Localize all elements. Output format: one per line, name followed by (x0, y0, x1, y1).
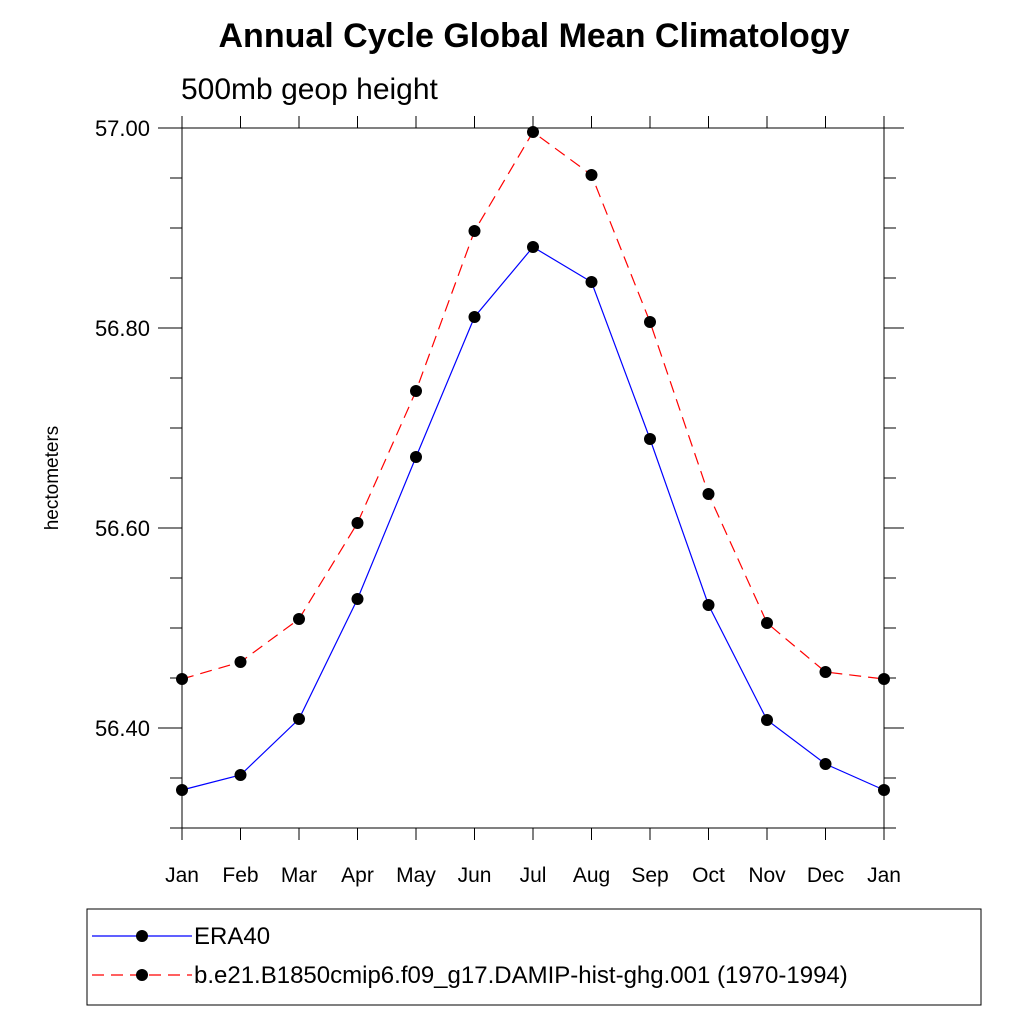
series-layer (176, 126, 890, 796)
x-tick-label: Jan (165, 864, 199, 887)
data-point (468, 311, 481, 323)
y-tick-label: 56.40 (95, 716, 150, 741)
data-point (351, 517, 364, 529)
data-point (293, 613, 305, 625)
x-tick-label: Sep (631, 864, 668, 887)
data-point (410, 385, 422, 397)
data-point (585, 169, 598, 181)
series-line (181, 246, 885, 791)
x-tick-label: Nov (748, 864, 786, 887)
y-tick-label: 56.80 (95, 316, 150, 341)
x-tick-label: Jan (867, 864, 901, 887)
chart-subtitle: 500mb geop height (181, 73, 439, 106)
series-line (181, 131, 885, 680)
data-point (761, 714, 773, 726)
data-point (234, 656, 247, 668)
data-point (527, 126, 539, 138)
x-tick-label: Aug (573, 864, 610, 887)
legend-box (86, 908, 982, 1006)
plot-frame (181, 127, 885, 829)
data-point (527, 241, 539, 253)
y-tick-label: 56.60 (95, 516, 150, 541)
legend-label: ERA40 (194, 923, 270, 950)
series-0 (176, 241, 890, 796)
x-tick-label: Apr (341, 864, 374, 887)
x-tick-label: Mar (281, 864, 317, 887)
data-point (819, 758, 832, 770)
legend: ERA40 b.e21.B1850cmip6.f09_g17.DAMIP-hist… (92, 923, 848, 989)
x-tick-label: Dec (807, 864, 844, 887)
data-point (644, 433, 656, 445)
legend-label: b.e21.B1850cmip6.f09_g17.DAMIP-hist-ghg.… (194, 962, 848, 989)
y-axis-label: hectometers (42, 426, 63, 531)
data-point (702, 488, 715, 500)
data-point (878, 784, 890, 796)
data-point (293, 713, 305, 725)
data-point (468, 225, 481, 237)
x-tick-label: May (396, 864, 436, 887)
axes: Jan Feb Mar Apr May Jun Jul Aug Sep Oct Nov Dec Jan 5… (95, 116, 904, 887)
data-point (644, 316, 656, 328)
x-tick-label: Jun (458, 864, 492, 887)
data-point (761, 617, 773, 629)
data-point (702, 599, 715, 611)
data-point (819, 666, 832, 678)
data-point (585, 276, 598, 288)
data-point (410, 451, 422, 463)
x-tick-label: Oct (692, 864, 725, 887)
data-point (351, 593, 364, 605)
data-point (176, 673, 188, 685)
legend-marker (136, 930, 148, 942)
y-tick-label: 57.00 (95, 116, 150, 141)
data-point (234, 769, 247, 781)
chart-title: Annual Cycle Global Mean Climatology (219, 17, 850, 55)
data-point (176, 784, 188, 796)
series-1 (176, 126, 890, 685)
x-tick-label: Feb (222, 864, 258, 887)
x-tick-label: Jul (520, 864, 547, 887)
data-point (878, 673, 890, 685)
legend-marker (136, 969, 148, 981)
